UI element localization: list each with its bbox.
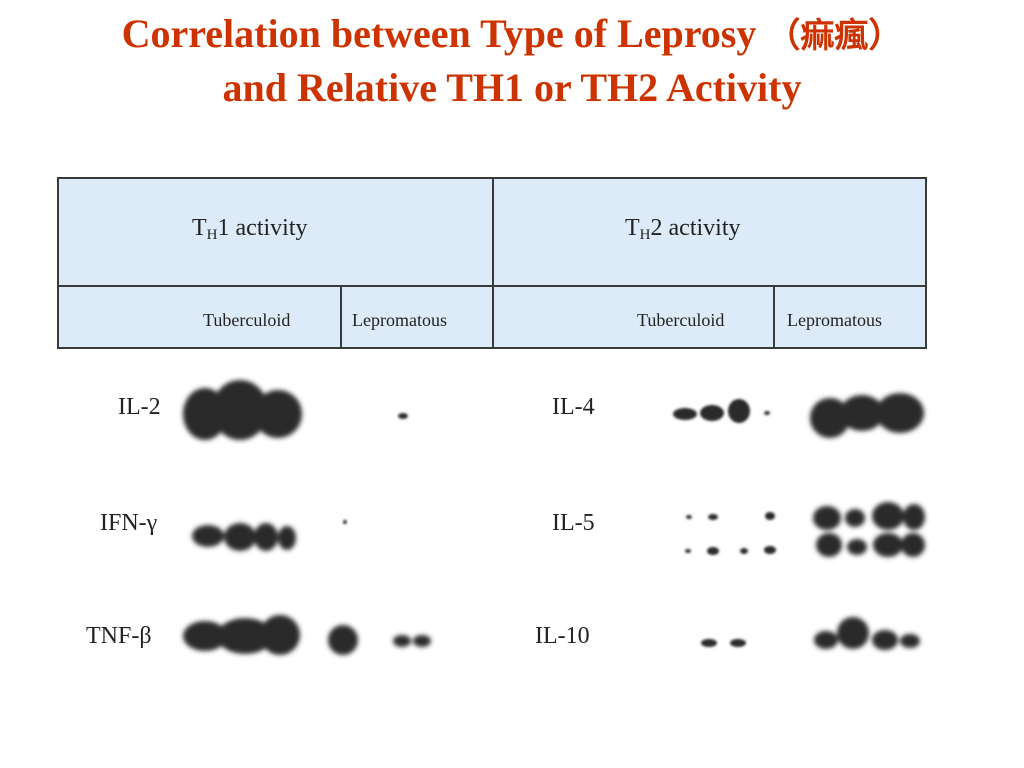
- th2-tuberculoid-header: Tuberculoid: [637, 310, 725, 330]
- th2-col-divider: [773, 285, 775, 347]
- title-line2: and Relative TH1 or TH2 Activity: [222, 65, 802, 110]
- th1-activity-header: TH1 activity: [192, 215, 308, 243]
- blot-il2-tuberculoid: [183, 380, 302, 440]
- blot-il5-lepromatous: [813, 502, 925, 557]
- th1-lepromatous-header: Lepromatous: [352, 310, 447, 330]
- th1-col-divider: [340, 285, 342, 347]
- row-label-il2: IL-2: [118, 394, 161, 420]
- blot-tnf-beta-lepromatous: [328, 625, 431, 655]
- th2-lepromatous-header: Lepromatous: [787, 310, 882, 330]
- slide-title: Correlation between Type of Leprosy （痲瘋）…: [0, 8, 1024, 113]
- blot-il4-tuberculoid: [673, 399, 770, 423]
- blot-il2-lepromatous: [398, 413, 408, 419]
- blot-il4-lepromatous: [810, 393, 924, 438]
- header-row-divider: [59, 285, 925, 287]
- blot-tnf-beta-tuberculoid: [183, 615, 300, 655]
- row-label-il4: IL-4: [552, 394, 595, 420]
- center-divider: [492, 179, 494, 347]
- th1-tuberculoid-header: Tuberculoid: [203, 310, 291, 330]
- th2-activity-header: TH2 activity: [625, 215, 741, 243]
- blot-il10-lepromatous: [814, 617, 920, 650]
- blot-ifn-gamma-lepromatous: [343, 520, 347, 524]
- row-label-il5: IL-5: [552, 510, 595, 536]
- blot-ifn-gamma-tuberculoid: [192, 523, 296, 551]
- row-label-ifn-gamma: IFN-γ: [100, 510, 158, 536]
- blot-il5-tuberculoid: [685, 512, 776, 555]
- activity-header-table: TH1 activity TH2 activity Tuberculoid Le…: [57, 177, 927, 349]
- row-label-il10: IL-10: [535, 623, 590, 649]
- title-line1: Correlation between Type of Leprosy: [121, 11, 757, 56]
- row-label-tnf-beta: TNF-β: [86, 623, 152, 649]
- title-chinese: （痲瘋）: [766, 16, 903, 56]
- blot-il10-tuberculoid: [701, 639, 746, 647]
